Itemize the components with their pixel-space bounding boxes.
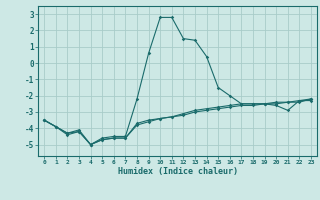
- X-axis label: Humidex (Indice chaleur): Humidex (Indice chaleur): [118, 167, 238, 176]
